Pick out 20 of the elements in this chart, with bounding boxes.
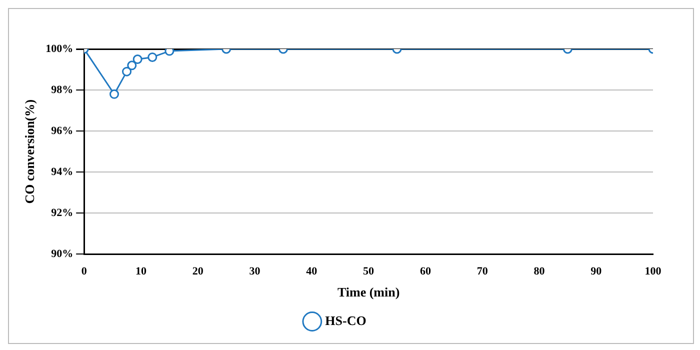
x-tick-label: 20	[192, 266, 204, 278]
y-tick-label: 90%	[51, 248, 74, 260]
x-tick-label: 10	[135, 266, 147, 278]
x-tick-label: 0	[81, 266, 88, 278]
x-tick-label: 80	[534, 266, 546, 278]
legend-label: HS-CO	[325, 312, 366, 328]
y-tick-label: 96%	[51, 124, 74, 137]
x-axis-title: Time (min)	[337, 284, 400, 300]
y-tick-label: 100%	[46, 42, 74, 55]
x-tick-label: 90	[590, 266, 602, 278]
y-axis-title: CO conversion(%)	[22, 99, 38, 204]
x-tick-label: 30	[249, 266, 261, 278]
x-tick-label: 70	[476, 266, 488, 278]
x-tick-label: 60	[420, 266, 432, 278]
y-tick-label: 92%	[51, 207, 74, 220]
x-tick-label: 40	[306, 266, 318, 278]
y-tick-label: 98%	[51, 84, 74, 96]
x-tick-label: 100	[644, 266, 662, 278]
x-tick-label: 50	[363, 266, 375, 278]
y-tick-label: 94%	[51, 166, 74, 178]
